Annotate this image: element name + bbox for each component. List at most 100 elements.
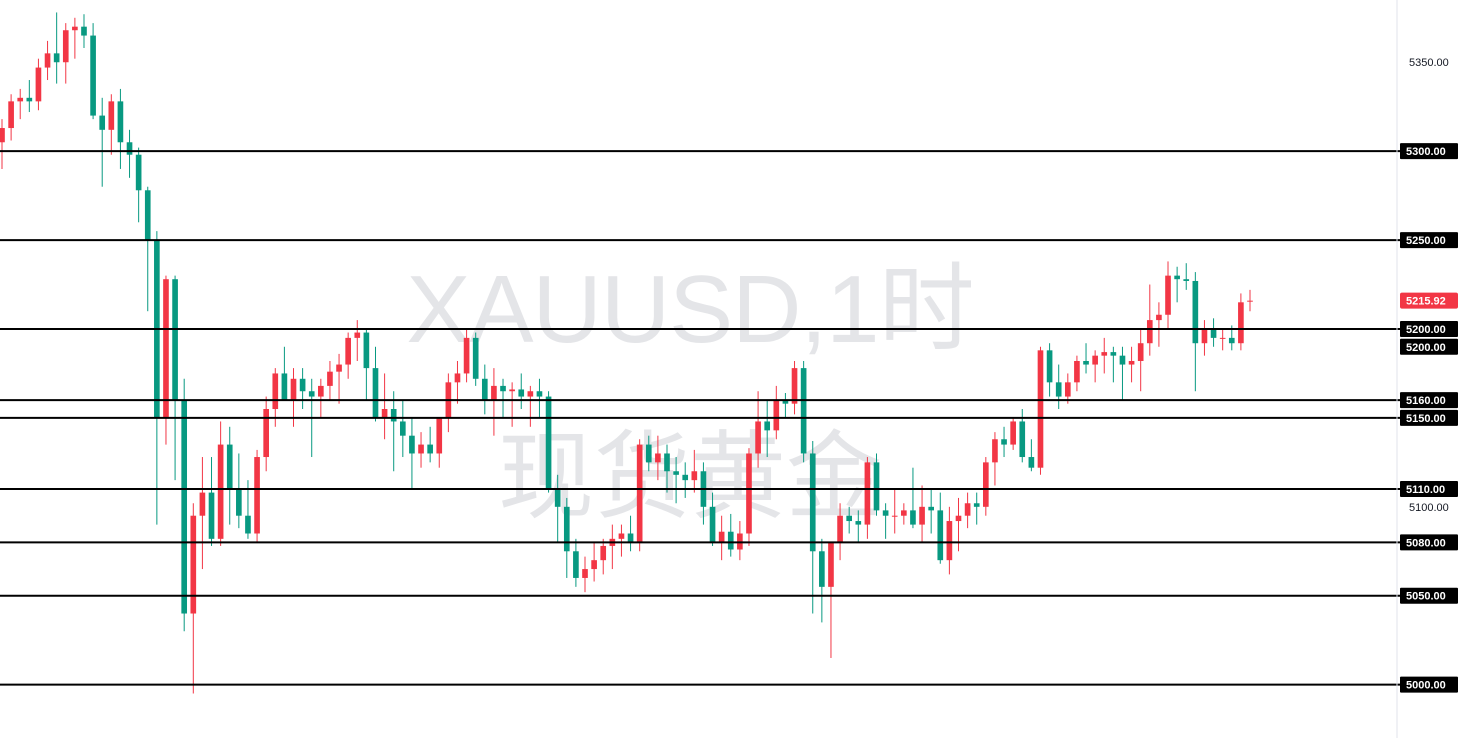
candle-body: [481, 378, 488, 401]
candle-body: [254, 457, 260, 534]
candle: [281, 346, 288, 401]
candle: [618, 524, 625, 557]
candle-body: [746, 453, 752, 534]
watermark-symbol: XAUUSD,1时: [406, 256, 973, 363]
level-label-text: 5150.00: [1406, 413, 1446, 425]
candle: [1064, 373, 1071, 404]
candle: [554, 474, 561, 543]
level-label: 5150.00: [1400, 409, 1458, 426]
candle-body: [1055, 382, 1062, 397]
candle-body: [390, 409, 397, 422]
candle-body: [35, 67, 42, 102]
candle: [691, 449, 698, 493]
candle-body: [399, 421, 406, 436]
level-label: 5110.00: [1400, 481, 1458, 498]
candle: [108, 94, 115, 155]
candle-body: [263, 409, 269, 458]
candle: [1010, 417, 1016, 450]
candle-body: [272, 373, 279, 410]
candle-body: [983, 462, 989, 507]
candle-body: [636, 444, 643, 543]
candle: [855, 510, 862, 543]
candle: [1055, 364, 1062, 410]
candle-body: [1074, 360, 1080, 383]
candle: [527, 385, 534, 427]
candle: [882, 503, 889, 539]
candle: [254, 449, 260, 543]
level-label: 5300.00: [1400, 143, 1458, 160]
candle-body: [919, 506, 925, 525]
candle: [673, 457, 679, 504]
candle-body: [1083, 360, 1089, 365]
candle-body: [846, 515, 853, 522]
candle: [837, 503, 843, 561]
candle-body: [1219, 337, 1226, 339]
candle-body: [72, 26, 78, 31]
watermark-name: 现货黄金: [498, 424, 882, 531]
candle-body: [172, 279, 178, 401]
candle-body: [90, 35, 96, 116]
level-label: 5080.00: [1400, 534, 1458, 551]
candle: [1165, 261, 1171, 329]
candle: [1192, 272, 1199, 392]
current-price-label: 5215.92: [1400, 292, 1458, 309]
candle: [755, 391, 761, 468]
candle: [891, 489, 898, 534]
candle-body: [1037, 350, 1044, 468]
level-label-text: 5160.00: [1406, 395, 1446, 407]
candle: [363, 328, 370, 401]
extra-price-label-text: 5200.00: [1406, 342, 1446, 354]
candle: [636, 439, 643, 552]
candle: [327, 360, 333, 401]
candle: [1128, 346, 1135, 383]
candle-body: [1247, 300, 1253, 302]
candle: [336, 353, 342, 404]
candle-body: [418, 444, 424, 454]
level-label: 5050.00: [1400, 587, 1458, 604]
candle: [126, 129, 133, 178]
candle: [17, 88, 24, 120]
candle: [1028, 439, 1035, 472]
candle-body: [281, 373, 288, 401]
candle: [26, 80, 33, 113]
candle: [600, 538, 607, 575]
candle-body: [855, 521, 862, 525]
candle: [864, 457, 871, 539]
candle-body: [500, 385, 506, 392]
candle-body: [964, 503, 971, 516]
candle-body: [226, 444, 233, 490]
candle: [919, 485, 925, 543]
candle: [135, 147, 142, 223]
candle-body: [472, 337, 479, 379]
candle-body: [372, 368, 379, 418]
candle-body: [217, 444, 224, 539]
candle: [509, 382, 515, 427]
candle-body: [545, 396, 552, 490]
candle: [299, 368, 306, 410]
candle: [573, 538, 579, 587]
candle: [436, 417, 443, 468]
candle: [1247, 289, 1253, 312]
candle-body: [937, 510, 944, 561]
candle-body: [17, 97, 24, 102]
candle-body: [1110, 352, 1117, 356]
candle-body: [992, 439, 998, 463]
candle: [236, 453, 242, 529]
levels-layer[interactable]: [0, 150, 1401, 686]
candle: [773, 385, 780, 440]
candle-body: [536, 391, 543, 397]
candle: [937, 492, 944, 564]
candle-body: [618, 533, 625, 539]
price-axis[interactable]: 5300.00 5250.00 5200.00 5160.00 5150.00 5110.…: [1400, 57, 1458, 693]
candle: [163, 275, 169, 445]
candle: [591, 542, 597, 582]
candle: [0, 119, 5, 169]
candle-body: [1156, 314, 1162, 321]
candle: [664, 444, 670, 493]
candle-body: [1092, 355, 1098, 365]
candle: [536, 378, 543, 418]
candle: [1092, 350, 1098, 383]
candle-body: [336, 364, 342, 372]
